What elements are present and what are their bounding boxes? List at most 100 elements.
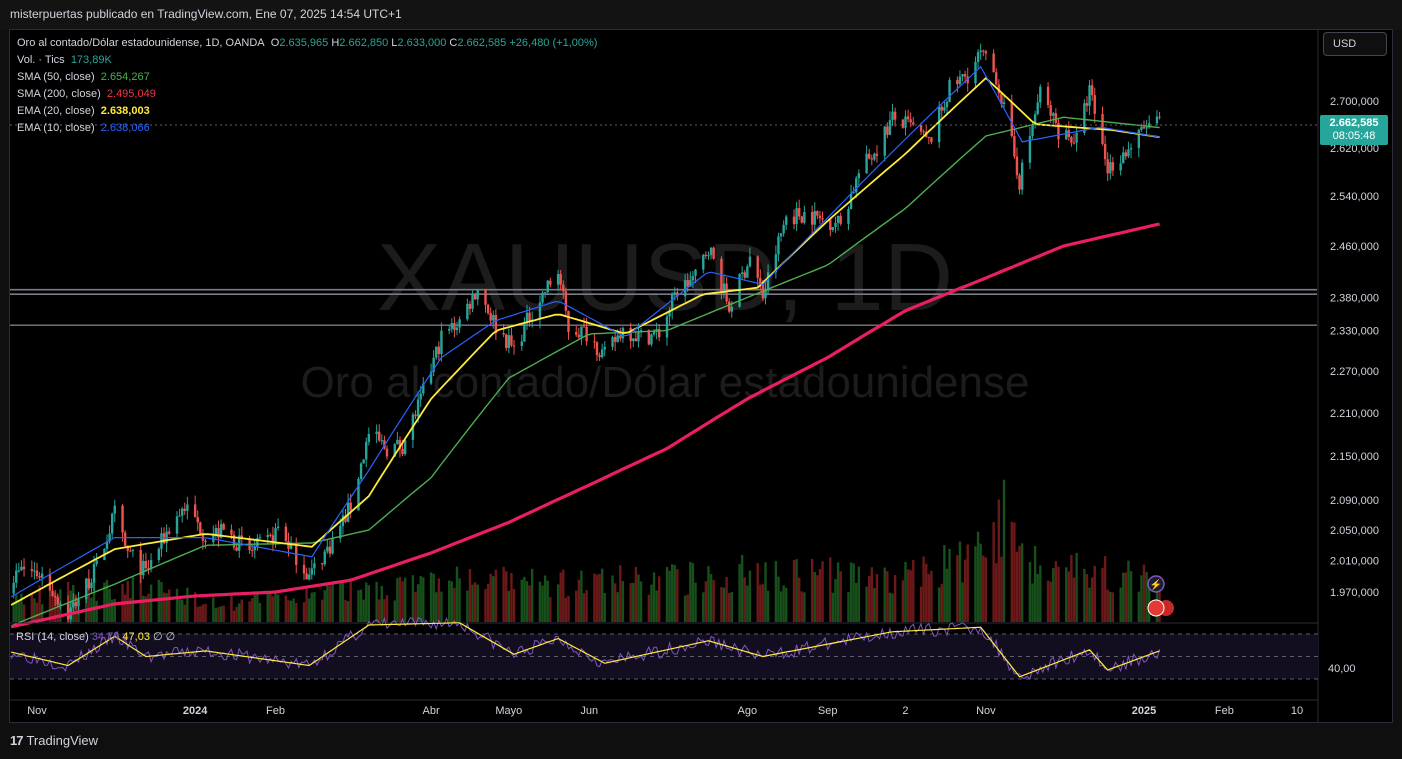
candle-body[interactable] <box>92 563 96 583</box>
candle-body[interactable] <box>1147 123 1151 128</box>
candle-body[interactable] <box>253 546 256 551</box>
candle-body[interactable] <box>632 338 635 342</box>
candle-body[interactable] <box>126 545 129 551</box>
candle-body[interactable] <box>1010 102 1013 137</box>
candle-body[interactable] <box>1145 127 1148 129</box>
candle-body[interactable] <box>800 216 803 223</box>
candle-body[interactable] <box>66 603 70 620</box>
candle-body[interactable] <box>883 126 886 156</box>
candle-body[interactable] <box>629 327 632 342</box>
rsi-ma-line[interactable] <box>10 622 1160 678</box>
candle-body[interactable] <box>1142 127 1146 129</box>
candle-body[interactable] <box>1054 113 1058 123</box>
candle-body[interactable] <box>486 304 490 314</box>
rsi-legend[interactable]: RSI (14, close) 34,74 47,03 ∅ ∅ <box>16 630 175 643</box>
candle-body[interactable] <box>274 528 277 544</box>
candle-body[interactable] <box>525 312 529 324</box>
candle-body[interactable] <box>813 211 816 225</box>
candle-body[interactable] <box>162 533 166 544</box>
candle-body[interactable] <box>904 116 907 128</box>
candle-body[interactable] <box>450 323 454 329</box>
candle-body[interactable] <box>821 218 824 220</box>
candle-body[interactable] <box>74 602 78 607</box>
candle-body[interactable] <box>87 578 91 589</box>
candle-body[interactable] <box>113 505 116 514</box>
candle-body[interactable] <box>1124 152 1128 157</box>
candle-body[interactable] <box>289 544 293 549</box>
candle-body[interactable] <box>180 508 184 516</box>
candle-body[interactable] <box>95 560 98 564</box>
candle-body[interactable] <box>650 334 653 345</box>
candle-body[interactable] <box>339 526 342 539</box>
price-axis[interactable]: 2.700,000 2.620,000 2.540,000 2.460,000 2.38… <box>1317 30 1379 722</box>
candle-body[interactable] <box>510 335 513 346</box>
candle-body[interactable] <box>435 346 438 358</box>
candle-body[interactable] <box>963 74 967 77</box>
candle-body[interactable] <box>320 563 324 565</box>
candle-body[interactable] <box>709 247 713 256</box>
candle-body[interactable] <box>893 111 897 120</box>
candle-body[interactable] <box>222 524 225 530</box>
candle-body[interactable] <box>240 535 244 539</box>
candle-body[interactable] <box>401 448 404 455</box>
candle-body[interactable] <box>668 310 671 317</box>
legend-indicator-volume[interactable]: Vol. · Tics 173,89K <box>17 52 597 69</box>
candle-body[interactable] <box>655 329 658 332</box>
candle-body[interactable] <box>196 517 199 523</box>
candle-body[interactable] <box>77 599 80 607</box>
candle-body[interactable] <box>357 478 360 511</box>
candle-body[interactable] <box>543 292 547 294</box>
candle-body[interactable] <box>422 383 425 394</box>
candle-body[interactable] <box>157 548 161 561</box>
candle-body[interactable] <box>520 341 523 346</box>
candle-body[interactable] <box>432 357 435 372</box>
candle-body[interactable] <box>562 284 565 292</box>
candle-body[interactable] <box>577 334 581 338</box>
candle-body[interactable] <box>230 529 233 535</box>
candle-body[interactable] <box>689 280 692 287</box>
candle-body[interactable] <box>1090 85 1094 96</box>
candle-body[interactable] <box>792 216 796 225</box>
candle-body[interactable] <box>1013 136 1016 157</box>
candle-body[interactable] <box>362 459 365 464</box>
ema-10-line[interactable] <box>10 65 1160 598</box>
candle-body[interactable] <box>948 79 951 102</box>
candle-body[interactable] <box>1122 152 1125 164</box>
candle-body[interactable] <box>144 560 148 569</box>
candle-body[interactable] <box>35 570 39 576</box>
candle-body[interactable] <box>349 502 352 511</box>
candle-body[interactable] <box>269 534 272 536</box>
candle-body[interactable] <box>1103 143 1107 160</box>
candle-body[interactable] <box>507 335 511 348</box>
candle-body[interactable] <box>186 504 189 511</box>
candle-body[interactable] <box>502 333 505 335</box>
time-axis[interactable]: Nov 2024 Feb Abr Mayo Jun Ago Sep 2 Nov 2025 Feb 10 <box>10 699 1318 717</box>
candle-body[interactable] <box>476 290 479 300</box>
candle-body[interactable] <box>722 283 726 293</box>
candle-body[interactable] <box>250 550 254 552</box>
candle-body[interactable] <box>105 541 109 549</box>
candle-body[interactable] <box>670 294 674 311</box>
candle-body[interactable] <box>919 124 923 132</box>
candle-body[interactable] <box>1020 162 1024 190</box>
candle-body[interactable] <box>774 254 778 273</box>
candle-body[interactable] <box>966 76 969 84</box>
candle-body[interactable] <box>20 566 23 571</box>
candle-body[interactable] <box>1049 105 1052 116</box>
candle-body[interactable] <box>214 528 218 535</box>
candle-body[interactable] <box>123 532 127 546</box>
candle-body[interactable] <box>1111 162 1115 171</box>
sma-50-line[interactable] <box>10 116 1160 627</box>
candle-body[interactable] <box>90 582 93 589</box>
candle-body[interactable] <box>857 173 861 179</box>
candle-body[interactable] <box>652 331 656 335</box>
candle-body[interactable] <box>637 331 640 342</box>
candle-body[interactable] <box>945 101 949 108</box>
candle-body[interactable] <box>1028 136 1032 163</box>
candle-body[interactable] <box>818 215 822 219</box>
candle-body[interactable] <box>855 178 858 193</box>
candle-body[interactable] <box>204 540 207 543</box>
candle-body[interactable] <box>683 280 687 297</box>
candle-body[interactable] <box>85 578 88 600</box>
candle-body[interactable] <box>142 560 145 576</box>
